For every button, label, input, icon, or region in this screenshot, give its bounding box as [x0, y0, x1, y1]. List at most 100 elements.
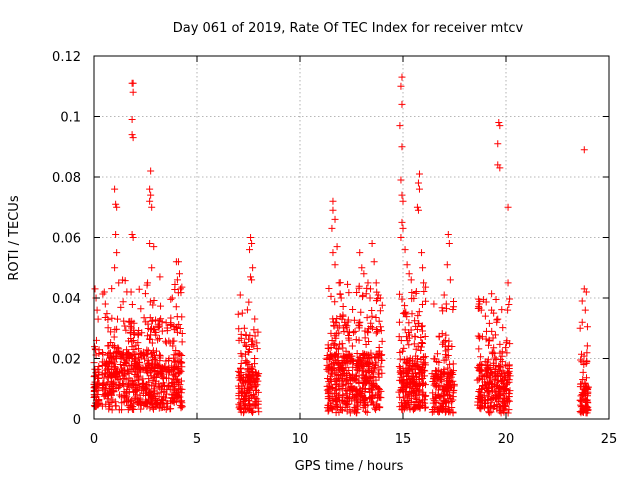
- data-point: [446, 371, 454, 379]
- data-point: [145, 359, 153, 367]
- data-point: [352, 361, 360, 369]
- data-point: [482, 366, 490, 374]
- data-point: [360, 396, 368, 404]
- data-point: [369, 381, 377, 389]
- data-point: [163, 386, 171, 394]
- data-point: [414, 179, 422, 187]
- data-point: [439, 400, 447, 408]
- data-point: [176, 350, 184, 358]
- data-point: [345, 334, 353, 342]
- data-point: [149, 353, 157, 361]
- data-point: [115, 391, 123, 399]
- data-point: [415, 397, 423, 405]
- data-point: [405, 334, 413, 342]
- data-point: [398, 73, 406, 81]
- data-point: [583, 405, 591, 413]
- data-point: [163, 366, 171, 374]
- data-point: [175, 321, 183, 329]
- data-point: [251, 355, 259, 363]
- data-point: [155, 393, 163, 401]
- data-point: [142, 363, 150, 371]
- data-point: [349, 306, 357, 314]
- data-point: [450, 382, 458, 390]
- data-point: [254, 377, 262, 385]
- data-point: [504, 279, 512, 287]
- data-point: [406, 405, 414, 413]
- data-point: [583, 342, 591, 350]
- data-point: [329, 197, 337, 205]
- data-point: [351, 407, 359, 415]
- data-point: [444, 230, 452, 238]
- data-point: [373, 325, 381, 333]
- data-point: [336, 396, 344, 404]
- data-point: [346, 395, 354, 403]
- data-point: [376, 307, 384, 315]
- data-point: [408, 376, 416, 384]
- data-point: [93, 306, 101, 314]
- data-point: [490, 309, 498, 317]
- data-point: [505, 393, 513, 401]
- data-point: [240, 385, 248, 393]
- data-point: [146, 185, 154, 193]
- data-point: [430, 355, 438, 363]
- data-point: [332, 330, 340, 338]
- data-point: [161, 337, 169, 345]
- data-point: [242, 341, 250, 349]
- data-point: [328, 336, 336, 344]
- data-point: [502, 401, 510, 409]
- data-point: [368, 380, 376, 388]
- data-point: [345, 372, 353, 380]
- data-point: [336, 386, 344, 394]
- data-point: [378, 351, 386, 359]
- data-point: [178, 385, 186, 393]
- data-point: [150, 297, 158, 305]
- data-point: [363, 372, 371, 380]
- data-point: [396, 290, 404, 298]
- data-point: [113, 203, 121, 211]
- data-point: [505, 378, 513, 386]
- data-point: [159, 373, 167, 381]
- data-point: [504, 371, 512, 379]
- data-point: [398, 100, 406, 108]
- data-point: [155, 334, 163, 342]
- data-point: [108, 285, 116, 293]
- data-point: [249, 337, 257, 345]
- data-point: [480, 392, 488, 400]
- data-point: [429, 378, 437, 386]
- data-point: [325, 378, 333, 386]
- data-point: [449, 306, 457, 314]
- data-point: [361, 354, 369, 362]
- data-point: [147, 167, 155, 175]
- data-point: [414, 342, 422, 350]
- data-point: [473, 376, 481, 384]
- data-point: [167, 314, 175, 322]
- data-point: [155, 351, 163, 359]
- data-point: [439, 307, 447, 315]
- y-tick-label: 0: [73, 413, 81, 428]
- data-point: [506, 387, 514, 395]
- data-point: [151, 328, 159, 336]
- data-point: [91, 285, 99, 293]
- data-point: [422, 283, 430, 291]
- data-point: [105, 342, 113, 350]
- data-point: [137, 305, 145, 313]
- data-point: [148, 317, 156, 325]
- data-point: [177, 397, 185, 405]
- data-point: [337, 403, 345, 411]
- data-point: [408, 288, 416, 296]
- data-point: [123, 350, 131, 358]
- data-point: [125, 352, 133, 360]
- data-point: [579, 368, 587, 376]
- data-point: [120, 381, 128, 389]
- data-point: [110, 343, 118, 351]
- data-point: [418, 301, 426, 309]
- data-point: [151, 362, 159, 370]
- data-point: [102, 400, 110, 408]
- data-point: [115, 279, 123, 287]
- data-point: [177, 285, 185, 293]
- y-tick-label: 0.02: [52, 353, 81, 368]
- data-point: [159, 400, 167, 408]
- data-point: [374, 394, 382, 402]
- data-point: [442, 331, 450, 339]
- data-point: [103, 362, 111, 370]
